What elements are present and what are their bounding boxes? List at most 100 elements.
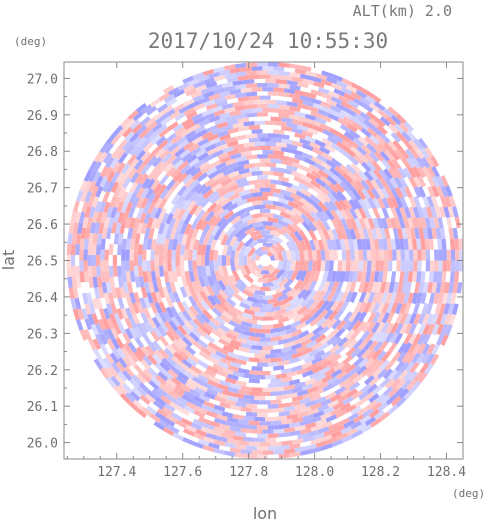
- radar-echo-cell: [459, 249, 463, 261]
- radar-echo-cell: [281, 376, 293, 383]
- radar-echo-cell: [435, 282, 442, 294]
- radar-echo-cell: [158, 311, 168, 324]
- radar-echo-cell: [292, 438, 304, 445]
- radar-echo-cell: [289, 105, 301, 112]
- radar-echo-cell: [272, 277, 284, 287]
- radar-echo-cell: [124, 292, 132, 304]
- radar-echo-cell: [275, 394, 287, 400]
- radar-echo-cell: [213, 66, 225, 73]
- radar-echo-cell: [115, 361, 126, 373]
- radar-echo-cell: [237, 419, 249, 425]
- radar-echo-cell: [371, 125, 383, 137]
- radar-echo-cell: [349, 114, 361, 125]
- radar-echo-cell: [377, 109, 389, 119]
- radar-echo-cell: [129, 119, 141, 130]
- radar-echo-cell: [285, 303, 297, 313]
- radar-echo-cell: [323, 309, 334, 320]
- radar-echo-cell: [270, 306, 282, 313]
- radar-echo-cell: [200, 313, 211, 324]
- radar-echo-cell: [84, 318, 93, 331]
- radar-echo-cell: [216, 100, 228, 107]
- radar-echo-cell: [160, 116, 172, 126]
- radar-echo-cell: [246, 318, 258, 325]
- radar-echo-cell: [213, 109, 226, 117]
- radar-echo-cell: [343, 380, 356, 390]
- radar-echo-cell: [227, 148, 240, 156]
- radar-echo-cell: [262, 87, 274, 92]
- radar-echo-cell: [379, 359, 390, 371]
- radar-echo-cell: [246, 445, 258, 451]
- radar-echo-cell: [240, 150, 252, 157]
- radar-echo-cell: [72, 308, 80, 321]
- radar-echo-cell: [192, 340, 203, 351]
- radar-echo-cell: [339, 387, 352, 398]
- radar-echo-cell: [291, 417, 304, 424]
- radar-echo-cell: [320, 175, 332, 186]
- radar-echo-cell: [289, 443, 301, 449]
- radar-echo-cell: [345, 328, 356, 340]
- radar-echo-cell: [281, 355, 293, 362]
- radar-echo-cell: [169, 365, 181, 376]
- radar-echo-cell: [366, 127, 378, 138]
- radar-echo-cell: [301, 220, 312, 232]
- radar-echo-cell: [170, 180, 181, 192]
- radar-echo-cell: [117, 176, 127, 188]
- radar-echo-cell: [403, 292, 410, 304]
- radar-echo-cell: [282, 216, 294, 226]
- radar-echo-cell: [358, 217, 367, 230]
- radar-echo-cell: [139, 173, 149, 185]
- radar-echo-cell: [248, 179, 260, 185]
- radar-echo-cell: [372, 197, 381, 210]
- radar-echo-cell: [352, 97, 365, 107]
- radar-echo-cell: [213, 249, 219, 261]
- radar-echo-cell: [214, 395, 226, 404]
- radar-echo-cell: [179, 244, 186, 256]
- radar-echo-cell: [197, 374, 209, 384]
- radar-echo-cell: [211, 430, 223, 437]
- radar-echo-cell: [158, 127, 170, 138]
- radar-echo-cell: [127, 227, 134, 240]
- radar-echo-cell: [149, 146, 161, 158]
- radar-echo-cell: [310, 424, 323, 432]
- radar-echo-cell: [124, 131, 135, 142]
- radar-echo-cell: [421, 249, 426, 261]
- radar-echo-cell: [408, 313, 417, 325]
- radar-echo-cell: [300, 427, 312, 435]
- radar-echo-cell: [192, 170, 203, 181]
- x-unit-label: (deg): [452, 487, 485, 500]
- radar-echo-cell: [394, 302, 403, 315]
- radar-echo-cell: [262, 221, 274, 226]
- radar-echo-cell: [330, 157, 342, 168]
- radar-echo-cell: [332, 401, 345, 411]
- radar-echo-cell: [218, 289, 229, 301]
- radar-echo-cell: [311, 170, 323, 180]
- radar-echo-cell: [225, 158, 237, 166]
- radar-echo-cell: [95, 333, 104, 346]
- radar-echo-cell: [330, 270, 338, 282]
- radar-echo-cell: [169, 110, 181, 120]
- radar-echo-cell: [385, 115, 397, 127]
- radar-echo-cell: [429, 260, 435, 272]
- radar-echo-cell: [326, 175, 338, 186]
- radar-echo-cell: [267, 103, 279, 109]
- radar-echo-cell: [278, 104, 290, 110]
- radar-echo-cell: [270, 378, 282, 384]
- radar-echo-cell: [191, 399, 203, 408]
- radar-echo-cell: [397, 342, 408, 354]
- radar-echo-cell: [438, 260, 443, 272]
- radar-echo-cell: [320, 192, 332, 203]
- radar-echo-cell: [385, 186, 395, 199]
- radar-echo-cell: [257, 299, 268, 305]
- radar-echo-cell: [270, 336, 282, 342]
- radar-echo-cell: [413, 313, 421, 325]
- radar-echo-cell: [343, 131, 356, 141]
- radar-echo-cell: [394, 292, 402, 304]
- radar-echo-cell: [262, 233, 274, 239]
- radar-echo-cell: [403, 389, 414, 400]
- radar-echo-cell: [280, 324, 292, 332]
- radar-echo-cell: [104, 142, 114, 154]
- radar-echo-cell: [317, 404, 330, 413]
- radar-echo-cell: [183, 84, 195, 93]
- radar-echo-cell: [380, 377, 391, 388]
- radar-echo-cell: [360, 271, 367, 283]
